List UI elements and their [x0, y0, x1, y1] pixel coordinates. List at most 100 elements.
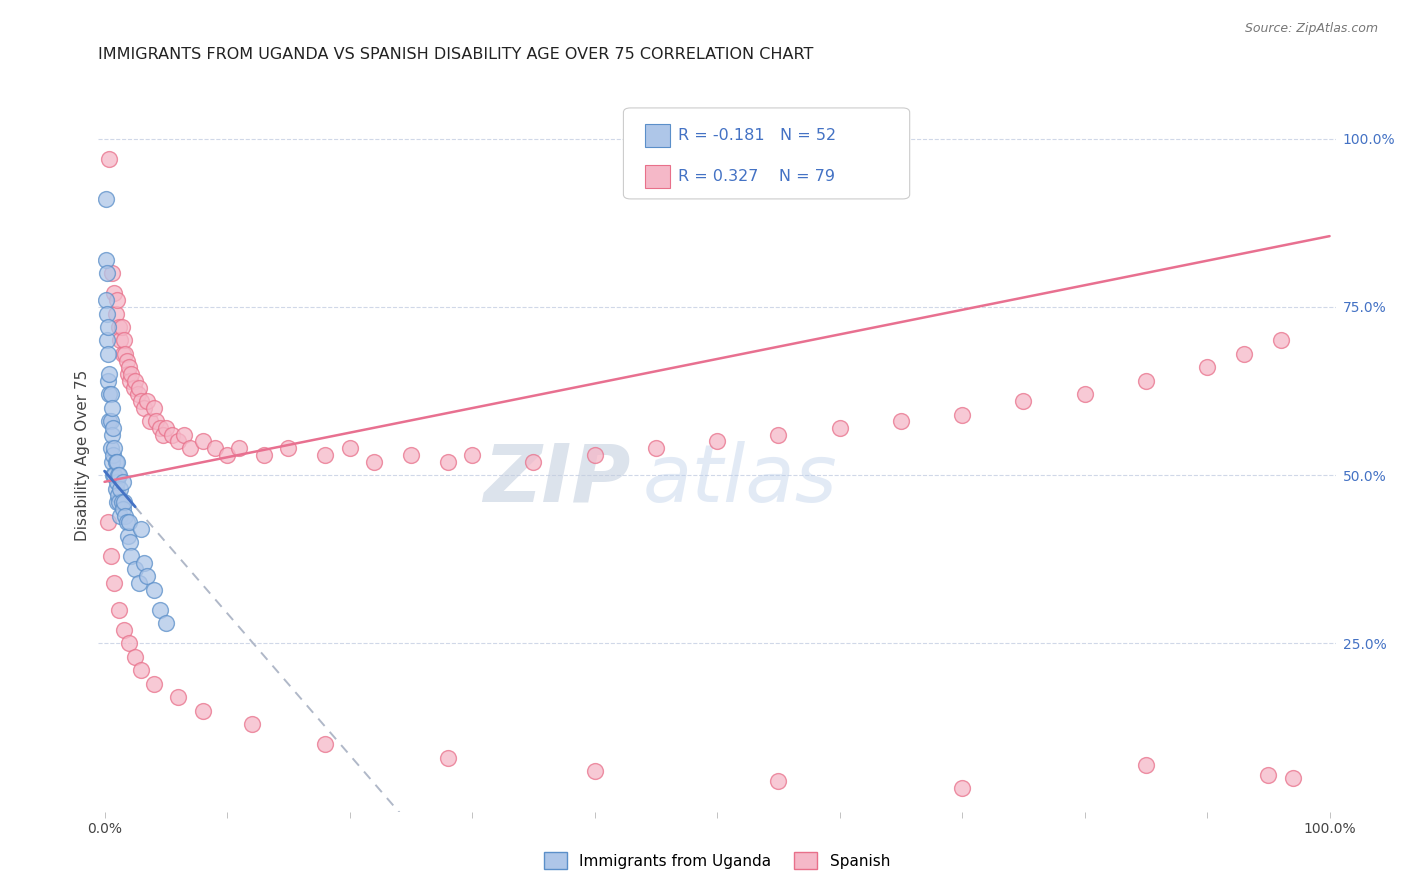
Point	[314, 448, 336, 462]
Point	[363, 455, 385, 469]
Point	[112, 623, 135, 637]
Point	[142, 582, 165, 597]
Point	[111, 495, 134, 509]
Point	[94, 252, 117, 267]
Point	[108, 320, 131, 334]
Point	[436, 751, 458, 765]
Point	[101, 455, 124, 469]
Point	[118, 515, 141, 529]
Point	[98, 152, 121, 166]
Point	[117, 529, 139, 543]
Point	[110, 482, 132, 496]
Point	[117, 367, 139, 381]
Point	[215, 448, 238, 462]
Point	[129, 664, 152, 678]
Point	[97, 515, 120, 529]
Point	[111, 347, 134, 361]
Point	[105, 495, 128, 509]
Point	[107, 468, 129, 483]
Point	[103, 468, 125, 483]
Text: IMMIGRANTS FROM UGANDA VS SPANISH DISABILITY AGE OVER 75 CORRELATION CHART: IMMIGRANTS FROM UGANDA VS SPANISH DISABI…	[98, 47, 814, 62]
Point	[124, 374, 146, 388]
Point	[98, 414, 121, 428]
Text: ZIP: ZIP	[484, 441, 630, 519]
Point	[583, 764, 606, 779]
Point	[100, 414, 122, 428]
Point	[583, 448, 606, 462]
Point	[120, 374, 142, 388]
Point	[173, 427, 195, 442]
Point	[132, 401, 155, 415]
Point	[128, 575, 150, 590]
Point	[118, 636, 141, 650]
Text: R = 0.327    N = 79: R = 0.327 N = 79	[678, 169, 835, 184]
Point	[124, 649, 146, 664]
Point	[1135, 374, 1157, 388]
Point	[399, 448, 422, 462]
Point	[108, 495, 131, 509]
Point	[103, 575, 125, 590]
Point	[111, 320, 134, 334]
Point	[122, 381, 145, 395]
Point	[111, 501, 134, 516]
Point	[100, 549, 122, 563]
Point	[101, 266, 124, 280]
Point	[277, 441, 299, 455]
Point	[436, 455, 458, 469]
Point	[155, 421, 177, 435]
Point	[136, 569, 159, 583]
Point	[522, 455, 544, 469]
Point	[132, 556, 155, 570]
Point	[191, 434, 214, 449]
Point	[768, 774, 790, 789]
Point	[142, 677, 165, 691]
Point	[145, 414, 167, 428]
Point	[1270, 334, 1292, 348]
Point	[1282, 771, 1305, 785]
Point	[149, 421, 172, 435]
Point	[101, 421, 124, 435]
Point	[768, 427, 790, 442]
Point	[644, 441, 666, 455]
Point	[100, 441, 122, 455]
Point	[94, 192, 117, 206]
Text: Source: ZipAtlas.com: Source: ZipAtlas.com	[1244, 22, 1378, 36]
Point	[950, 408, 973, 422]
Point	[105, 293, 128, 307]
Point	[121, 367, 143, 381]
Point	[1012, 394, 1035, 409]
Point	[105, 455, 128, 469]
Point	[97, 320, 120, 334]
Point	[120, 535, 142, 549]
Point	[191, 704, 214, 718]
Point	[118, 360, 141, 375]
Point	[111, 475, 134, 489]
Point	[228, 441, 250, 455]
Point	[101, 468, 124, 483]
Text: R = -0.181   N = 52: R = -0.181 N = 52	[678, 128, 837, 143]
Point	[828, 421, 851, 435]
Legend: Immigrants from Uganda, Spanish: Immigrants from Uganda, Spanish	[538, 846, 896, 875]
Point	[97, 347, 120, 361]
Y-axis label: Disability Age Over 75: Disability Age Over 75	[75, 369, 90, 541]
Point	[115, 353, 138, 368]
Point	[706, 434, 728, 449]
Point	[104, 307, 127, 321]
Point	[110, 508, 132, 523]
Point	[152, 427, 174, 442]
Point	[96, 307, 118, 321]
Point	[136, 394, 159, 409]
Point	[115, 515, 138, 529]
Point	[94, 293, 117, 307]
Point	[129, 522, 152, 536]
Point	[950, 781, 973, 796]
Point	[98, 367, 121, 381]
Point	[108, 603, 131, 617]
Point	[108, 468, 131, 483]
Point	[110, 334, 132, 348]
Point	[240, 717, 263, 731]
Point	[101, 401, 124, 415]
Point	[97, 374, 120, 388]
Point	[204, 441, 226, 455]
Point	[461, 448, 484, 462]
